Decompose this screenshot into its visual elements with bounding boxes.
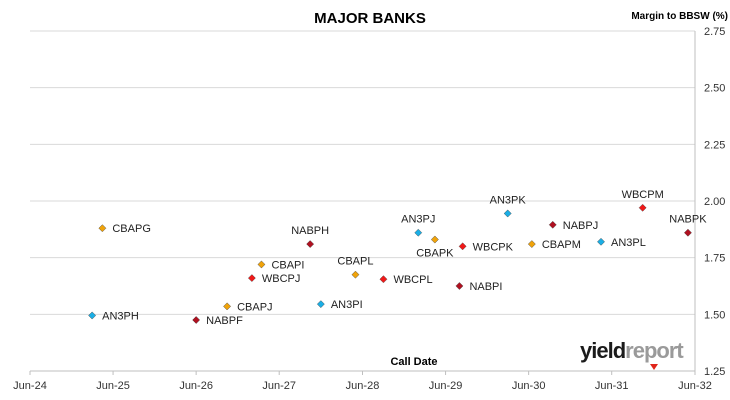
point-cbapj bbox=[223, 302, 232, 311]
point-label-an3pj: AN3PJ bbox=[401, 214, 435, 226]
point-wbcpm bbox=[638, 203, 647, 212]
point-wbcpl bbox=[379, 275, 388, 284]
point-cbapl bbox=[351, 270, 360, 279]
point-an3ph bbox=[88, 311, 97, 320]
point-label-cbapi: CBAPI bbox=[271, 259, 304, 271]
point-cbapk bbox=[430, 235, 439, 244]
point-nabpf bbox=[192, 316, 201, 324]
point-label-cbapg: CBAPG bbox=[112, 223, 151, 235]
yieldreport-logo: yieldreport bbox=[580, 338, 695, 370]
y-tick-label: 2.00 bbox=[704, 196, 725, 208]
point-label-an3pk: AN3PK bbox=[490, 194, 527, 206]
point-label-nabpj: NABPJ bbox=[563, 220, 598, 232]
point-label-cbapj: CBAPJ bbox=[237, 301, 272, 313]
x-tick-label: Jun-27 bbox=[262, 380, 296, 392]
point-wbcpk bbox=[458, 242, 467, 251]
point-an3pi bbox=[316, 300, 325, 309]
logo-text-yield: yield bbox=[580, 338, 626, 363]
x-tick-label: Jun-25 bbox=[96, 380, 130, 392]
point-label-nabph: NABPH bbox=[291, 225, 329, 237]
point-label-nabpi: NABPI bbox=[469, 281, 502, 293]
y-tick-label: 2.75 bbox=[704, 26, 725, 38]
x-tick-label: Jun-32 bbox=[678, 380, 712, 392]
point-label-an3pi: AN3PI bbox=[331, 299, 363, 311]
point-cbapm bbox=[527, 240, 536, 249]
y-tick-label: 1.50 bbox=[704, 309, 725, 321]
point-label-nabpk: NABPK bbox=[669, 214, 707, 226]
data-labels: CBAPG CBAPJ CBAPI CBAPL CBAPK CBAPM AN3PH AN3PI… bbox=[102, 189, 707, 327]
y-tick-label: 2.50 bbox=[704, 83, 725, 95]
gridlines bbox=[30, 30, 695, 315]
x-tick-label: Jun-28 bbox=[346, 380, 380, 392]
point-nabpi bbox=[455, 282, 464, 290]
x-tick-label: Jun-24 bbox=[13, 380, 47, 392]
y-axis-title: Margin to BBSW (%) bbox=[631, 11, 728, 22]
point-an3pl bbox=[597, 237, 605, 246]
point-label-nabpf: NABPF bbox=[206, 315, 243, 327]
point-cbapi bbox=[257, 260, 266, 269]
x-tick-labels: Jun-24 Jun-25 Jun-26 Jun-27 Jun-28 Jun-29 Jun-… bbox=[13, 380, 712, 392]
point-nabph bbox=[306, 240, 315, 249]
point-an3pk bbox=[503, 209, 512, 218]
point-label-an3ph: AN3PH bbox=[102, 310, 139, 322]
point-cbapg bbox=[98, 224, 107, 233]
x-tick-label: Jun-29 bbox=[429, 380, 463, 392]
y-tick-labels: 1.25 1.50 1.75 2.00 2.25 2.50 2.75 bbox=[704, 26, 725, 378]
axes bbox=[29, 31, 696, 375]
x-axis-title: Call Date bbox=[390, 356, 438, 368]
chart-title: MAJOR BANKS bbox=[314, 10, 426, 27]
point-nabpj bbox=[548, 220, 557, 229]
point-label-cbapk: CBAPK bbox=[416, 248, 454, 260]
point-an3pj bbox=[414, 228, 423, 237]
data-points bbox=[88, 203, 692, 324]
point-label-cbapm: CBAPM bbox=[542, 239, 581, 251]
logo-text-report: report bbox=[625, 338, 684, 363]
point-label-wbcpj: WBCPJ bbox=[262, 273, 301, 285]
point-nabpk bbox=[683, 228, 692, 237]
y-tick-label: 1.25 bbox=[704, 366, 725, 378]
point-label-cbapl: CBAPL bbox=[337, 256, 373, 268]
point-label-an3pl: AN3PL bbox=[611, 237, 646, 249]
point-label-wbcpk: WBCPK bbox=[473, 241, 514, 253]
y-tick-label: 2.25 bbox=[704, 139, 725, 151]
x-tick-label: Jun-26 bbox=[179, 380, 213, 392]
point-label-wbcpm: WBCPM bbox=[622, 189, 664, 201]
x-tick-label: Jun-30 bbox=[512, 380, 546, 392]
x-tick-label: Jun-31 bbox=[595, 380, 629, 392]
point-label-wbcpl: WBCPL bbox=[393, 274, 432, 286]
point-wbcpj bbox=[247, 274, 256, 283]
y-tick-label: 1.75 bbox=[704, 253, 725, 265]
logo-arrow-icon bbox=[650, 364, 658, 370]
